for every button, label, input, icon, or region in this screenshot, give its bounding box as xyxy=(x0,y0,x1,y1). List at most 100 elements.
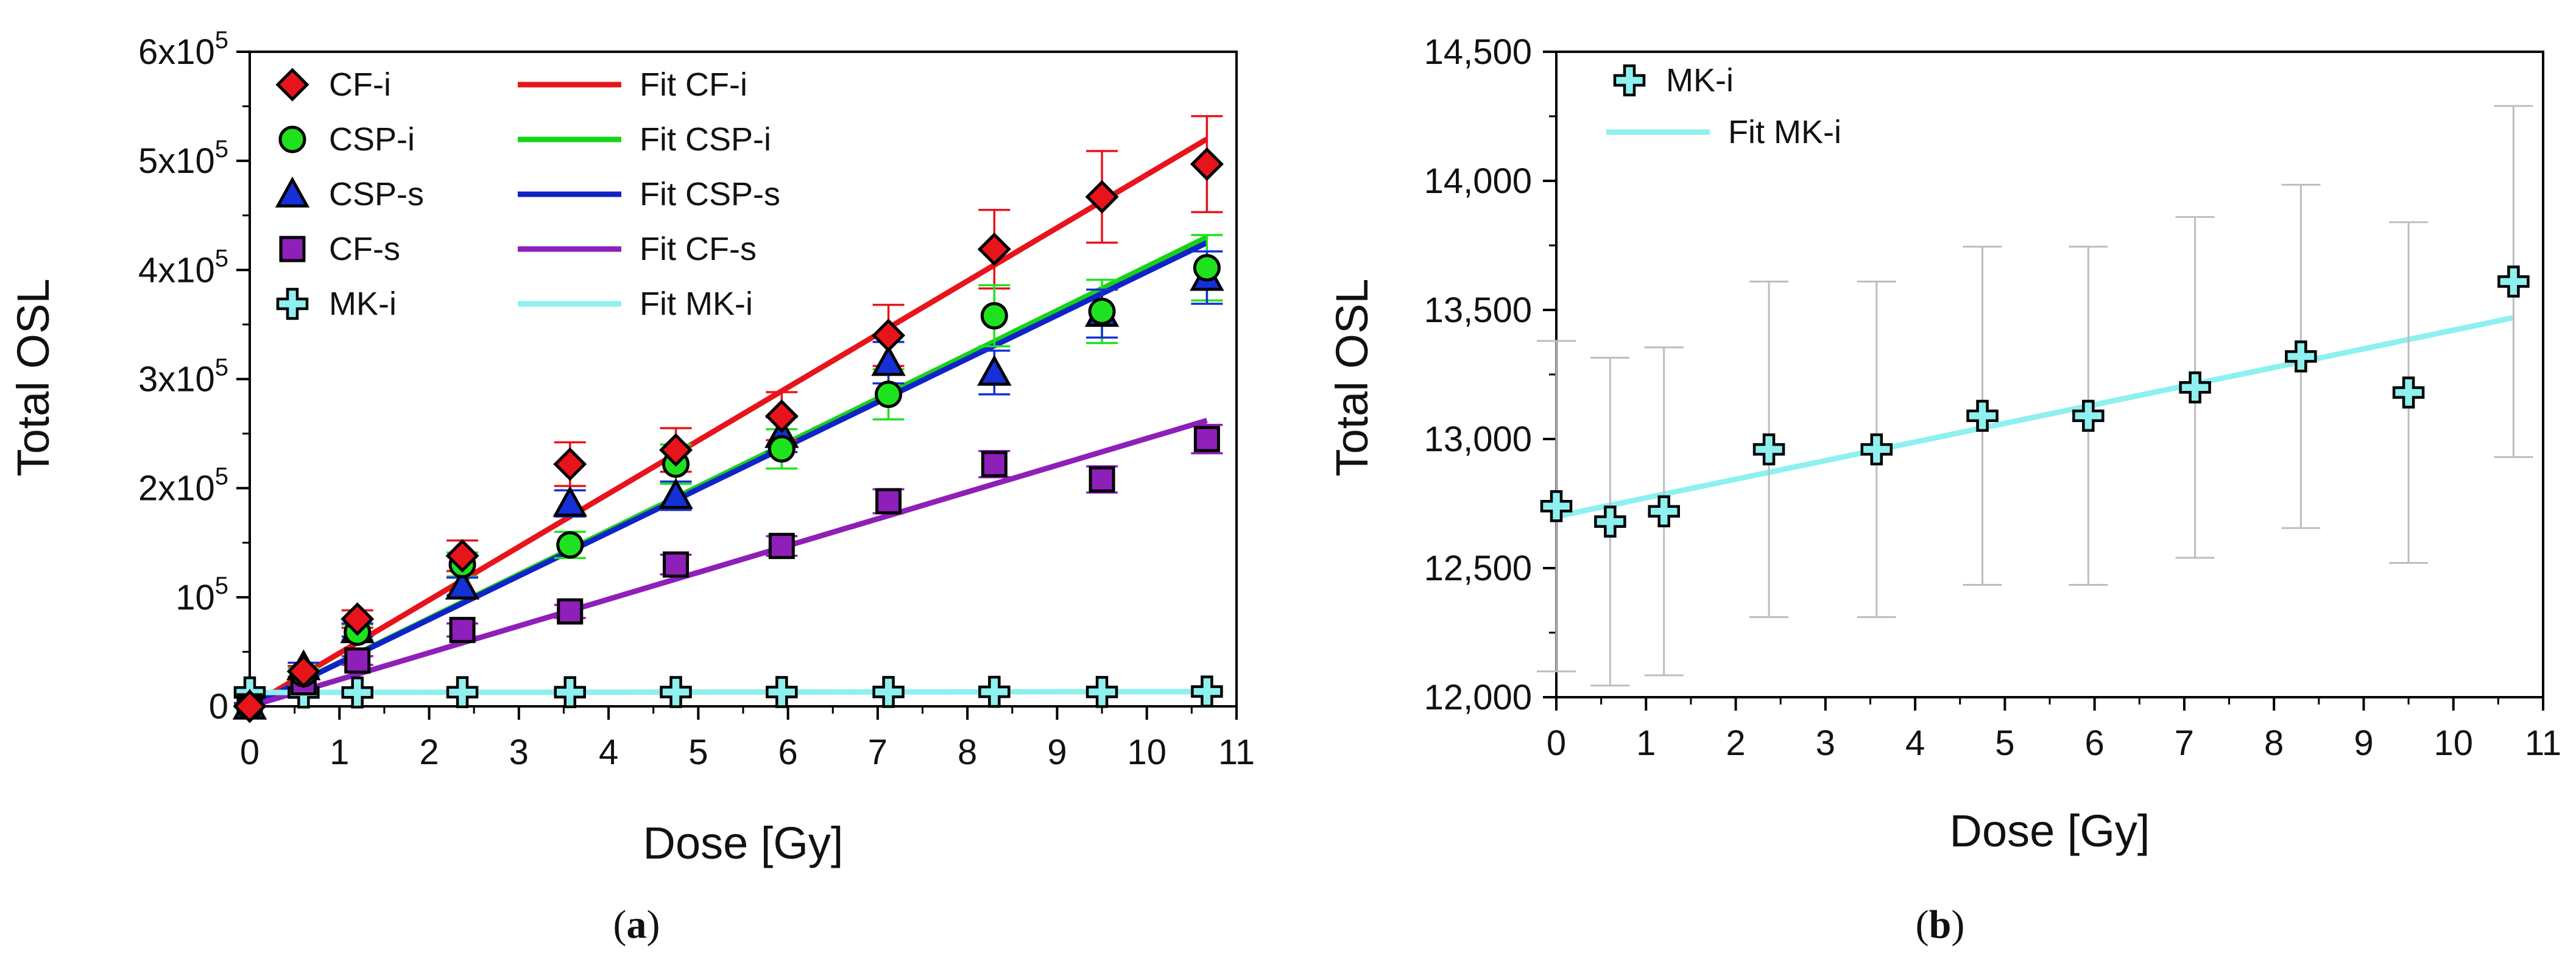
y-tick-label: 4x105 xyxy=(138,245,228,290)
data-point-csp-i xyxy=(768,435,796,463)
x-tick-label: 5 xyxy=(688,733,708,772)
y-tick-exponent: 5 xyxy=(215,463,228,490)
y-tick-exponent: 5 xyxy=(215,136,228,163)
x-tick-label: 7 xyxy=(868,733,887,772)
data-point-cf-i xyxy=(445,539,479,573)
data-point-mk-i xyxy=(872,676,905,708)
y-tick-label: 5x105 xyxy=(138,136,228,181)
data-point-cf-s xyxy=(344,647,371,674)
legend-label: MK-i xyxy=(329,286,397,322)
y-tick-mantissa: 3x10 xyxy=(138,360,215,399)
legend-label: CSP-i xyxy=(329,121,415,158)
legend: CF-i Fit CF-i CSP-i Fit CSP-i CSP-s Fit CSP-s… xyxy=(275,66,780,322)
x-tick-label: 9 xyxy=(2354,723,2373,763)
x-tick-label: 6 xyxy=(778,733,798,772)
data-point-mk-i xyxy=(341,676,373,709)
data-point-mk-i xyxy=(1752,433,1785,466)
x-tick-label: 7 xyxy=(2175,723,2194,763)
data-point-cf-s xyxy=(768,533,795,560)
y-tick-label: 12,000 xyxy=(1424,678,1532,717)
x-tick-label: 9 xyxy=(1047,733,1067,772)
y-tick-label: 14,500 xyxy=(1424,32,1532,72)
data-point-csp-s xyxy=(445,568,480,600)
data-point-mk-i xyxy=(2497,265,2530,298)
data-point-cf-s xyxy=(981,451,1007,477)
x-tick-label: 10 xyxy=(2433,723,2473,763)
x-tick-label: 0 xyxy=(240,733,259,772)
data-point-csp-i xyxy=(1193,254,1221,282)
data-point-mk-i xyxy=(766,676,798,708)
y-tick-label: 6x105 xyxy=(138,27,228,72)
data-point-cf-i xyxy=(764,399,799,433)
x-tick-label: 5 xyxy=(1995,723,2014,763)
legend-label: CF-i xyxy=(329,66,391,103)
data-point-cf-i xyxy=(553,447,587,481)
data-point-mk-i xyxy=(1594,505,1626,538)
data-point-cf-s xyxy=(875,488,902,515)
data-point-cf-i xyxy=(286,655,320,689)
x-tick-label: 2 xyxy=(419,733,439,772)
y-tick-label: 13,000 xyxy=(1424,420,1532,459)
legend-label: CSP-s xyxy=(329,176,424,213)
data-point-cf-i xyxy=(977,232,1011,266)
legend-label: CF-s xyxy=(329,231,400,267)
data-point-csp-s xyxy=(977,354,1012,386)
y-axis-title: Total OSL xyxy=(1327,279,1377,477)
data-point-mk-i xyxy=(2179,371,2211,404)
data-point-cf-s xyxy=(557,598,584,625)
legend-label: Fit MK-i xyxy=(1728,114,1841,150)
legend: MK-i Fit MK-i xyxy=(1606,62,1841,150)
data-point-csp-i xyxy=(1088,297,1116,325)
panel-caption: (b) xyxy=(1916,902,1965,947)
y-tick-exponent: 5 xyxy=(215,27,228,54)
data-point-cf-s xyxy=(1089,466,1115,493)
data-point-csp-i xyxy=(556,531,584,559)
y-tick-label: 13,500 xyxy=(1424,290,1532,330)
fit-line-cf-s xyxy=(249,418,1208,709)
legend-marker-cf-i xyxy=(275,68,309,102)
data-point-mk-i xyxy=(978,675,1011,708)
x-axis-title: Dose [Gy] xyxy=(643,818,844,868)
y-tick-mantissa: 6x10 xyxy=(138,32,215,72)
data-point-csp-s xyxy=(658,478,693,509)
plot-frame xyxy=(1555,51,2544,698)
y-tick-label: 2x105 xyxy=(138,463,228,508)
y-tick-exponent: 5 xyxy=(215,572,228,599)
data-point-mk-i xyxy=(1648,495,1680,527)
y-tick-exponent: 5 xyxy=(215,354,228,381)
legend-label: Fit CF-i xyxy=(640,66,747,103)
panel-letter: a xyxy=(627,902,647,947)
legend-marker-csp-s xyxy=(275,176,310,208)
legend-marker-mk-i xyxy=(1613,64,1646,97)
legend-label: Fit CSP-s xyxy=(640,176,780,213)
data-point-cf-i xyxy=(1085,180,1119,214)
legend-marker-mk-i xyxy=(276,287,309,320)
data-point-mk-i xyxy=(554,676,587,709)
data-point-csp-s xyxy=(552,485,588,517)
x-tick-label: 2 xyxy=(1726,723,1745,763)
x-tick-label: 4 xyxy=(1905,723,1925,763)
data-point-mk-i xyxy=(1860,433,1893,466)
data-point-mk-i xyxy=(2392,376,2425,409)
data-point-cf-i xyxy=(659,433,693,467)
data-point-mk-i xyxy=(2285,340,2317,373)
legend-marker-csp-i xyxy=(278,125,306,153)
data-point-cf-i xyxy=(233,689,267,723)
chart-panel-b: 0 1 2 3 4 5 6 7 8 9 10 11 12,000 12,500 13,000 13,500 14… xyxy=(1327,32,2561,947)
x-tick-label: 0 xyxy=(1547,723,1566,763)
data-point-mk-i xyxy=(1191,675,1223,708)
chart-panel-a: 0 1 2 3 4 5 6 7 8 9 10 1101052x1053x1054x1055x1056x… xyxy=(8,27,1255,947)
y-axis-title: Total OSL xyxy=(8,279,58,477)
data-point-mk-i xyxy=(1085,676,1118,708)
data-point-cf-i xyxy=(341,602,375,636)
x-tick-label: 4 xyxy=(599,733,618,772)
y-tick-mantissa: 2x10 xyxy=(138,469,215,508)
legend-label: Fit CSP-i xyxy=(640,121,771,158)
data-point-mk-i xyxy=(660,676,692,708)
data-point-csp-i xyxy=(980,302,1008,330)
y-tick-mantissa: 4x10 xyxy=(138,250,215,290)
y-tick-label: 0 xyxy=(209,687,228,726)
y-tick-label: 14,000 xyxy=(1424,161,1532,201)
data-point-mk-i xyxy=(1966,399,1999,432)
